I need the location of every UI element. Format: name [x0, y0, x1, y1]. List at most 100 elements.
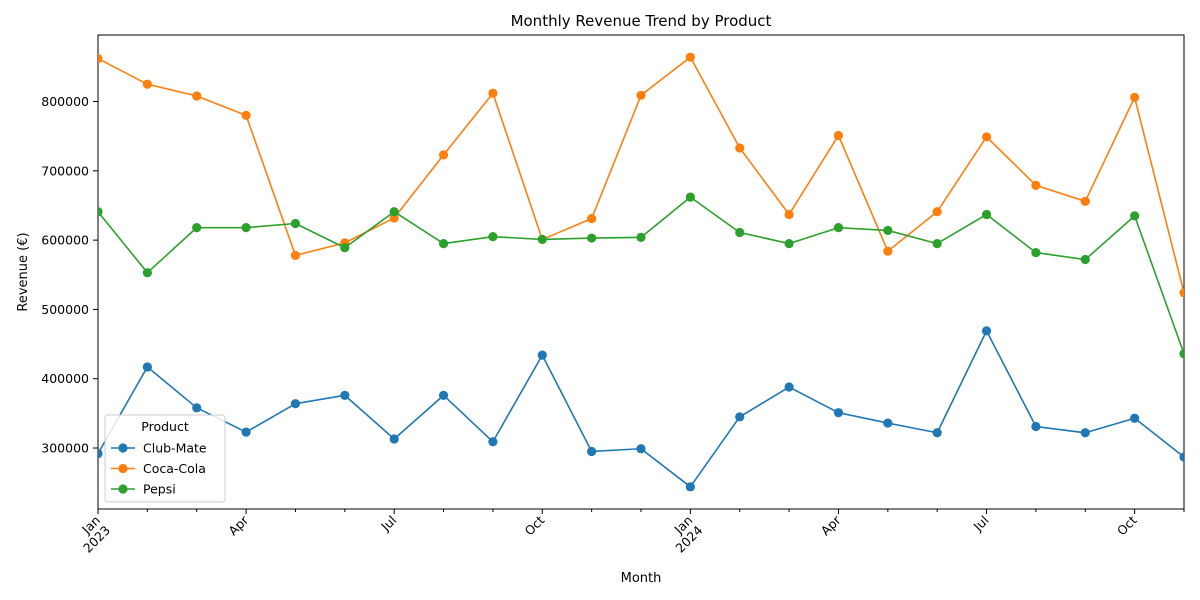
data-point — [438, 390, 449, 400]
legend-box — [104, 414, 226, 503]
legend: Product Club-Mate Coca-Cola Pepsi — [104, 414, 226, 503]
series-pepsi — [98, 192, 1184, 359]
legend-item: Pepsi — [111, 482, 176, 497]
data-point — [488, 88, 498, 98]
x-tick-label: Oct — [1114, 512, 1140, 538]
data-point — [883, 246, 893, 256]
data-point — [98, 207, 103, 217]
legend-title: Product — [141, 419, 189, 434]
data-point — [932, 238, 942, 249]
data-point — [241, 427, 251, 437]
data-point — [389, 434, 399, 444]
data-point — [192, 403, 202, 413]
data-point — [488, 437, 498, 447]
plot-frame — [97, 34, 1185, 510]
data-point — [1080, 428, 1090, 438]
data-point — [1130, 92, 1140, 102]
data-point — [685, 192, 695, 202]
data-point — [981, 209, 992, 220]
data-point — [587, 214, 597, 224]
data-point — [587, 233, 597, 243]
data-point — [1031, 180, 1041, 190]
data-point — [340, 243, 350, 253]
data-point — [438, 150, 449, 160]
data-point — [587, 446, 597, 457]
x-tick-label: Oct — [521, 512, 547, 538]
data-point — [142, 362, 152, 372]
data-point — [636, 90, 646, 100]
data-point — [290, 399, 301, 409]
data-point — [1130, 413, 1140, 423]
data-point — [883, 418, 893, 428]
data-point — [981, 326, 992, 336]
legend-label: Pepsi — [143, 482, 176, 497]
data-point — [636, 232, 646, 242]
legend-label: Club-Mate — [143, 441, 207, 456]
y-axis-title: Revenue (€) — [16, 232, 31, 311]
data-point — [98, 448, 103, 459]
legend-swatch-marker — [118, 484, 128, 494]
data-point — [735, 412, 745, 422]
y-tick-label: 500000 — [41, 302, 89, 317]
data-point — [636, 444, 646, 454]
data-point — [290, 250, 301, 260]
y-tick-label: 300000 — [41, 441, 89, 456]
data-point — [981, 132, 992, 142]
data-point — [537, 350, 547, 360]
data-point — [142, 79, 152, 89]
data-point — [1080, 254, 1090, 265]
series-club-mate — [98, 326, 1184, 492]
y-tick-label: 400000 — [41, 371, 89, 386]
x-tick-label: Apr — [818, 512, 845, 539]
data-point — [932, 207, 942, 217]
data-point — [192, 223, 202, 233]
data-point — [389, 207, 399, 217]
data-point — [1179, 349, 1184, 359]
data-point — [98, 53, 103, 64]
data-point — [784, 209, 794, 220]
data-point — [784, 382, 794, 392]
data-point — [735, 227, 745, 238]
data-point — [833, 408, 844, 418]
x-tick-label: Apr — [225, 512, 252, 539]
data-point — [537, 234, 547, 245]
data-point — [1130, 211, 1140, 221]
data-point — [438, 238, 449, 249]
data-point — [290, 218, 301, 229]
legend-swatch-marker — [118, 463, 128, 474]
data-point — [784, 238, 794, 249]
data-point — [488, 232, 498, 242]
y-tick-label: 700000 — [41, 163, 89, 178]
x-axis-title: Month — [621, 571, 662, 586]
legend-item: Coca-Cola — [111, 461, 206, 476]
data-point — [1179, 288, 1184, 298]
series-line — [98, 196, 1184, 355]
data-point — [833, 130, 844, 141]
series-coca-cola — [98, 52, 1184, 298]
legend-item: Club-Mate — [111, 441, 207, 456]
data-point — [192, 91, 202, 101]
y-tick-label: 600000 — [41, 233, 89, 248]
data-point — [1179, 452, 1184, 462]
data-point — [833, 223, 844, 233]
data-point — [1080, 196, 1090, 206]
x-tick-label: Jul — [970, 513, 992, 535]
data-point — [241, 223, 251, 233]
data-point — [241, 110, 251, 120]
data-point — [685, 52, 695, 62]
data-point — [340, 390, 350, 400]
series-line — [98, 330, 1184, 488]
legend-swatch-marker — [118, 443, 128, 453]
data-point — [932, 428, 942, 438]
chart-title: Monthly Revenue Trend by Product — [511, 12, 772, 30]
data-point — [883, 225, 893, 236]
data-point — [142, 268, 152, 278]
data-point — [735, 143, 745, 153]
y-tick-label: 800000 — [41, 94, 89, 109]
x-tick-label: Jul — [377, 513, 399, 535]
data-point — [685, 482, 695, 492]
data-point — [1031, 421, 1041, 432]
data-point — [1031, 247, 1041, 258]
legend-label: Coca-Cola — [143, 461, 206, 476]
